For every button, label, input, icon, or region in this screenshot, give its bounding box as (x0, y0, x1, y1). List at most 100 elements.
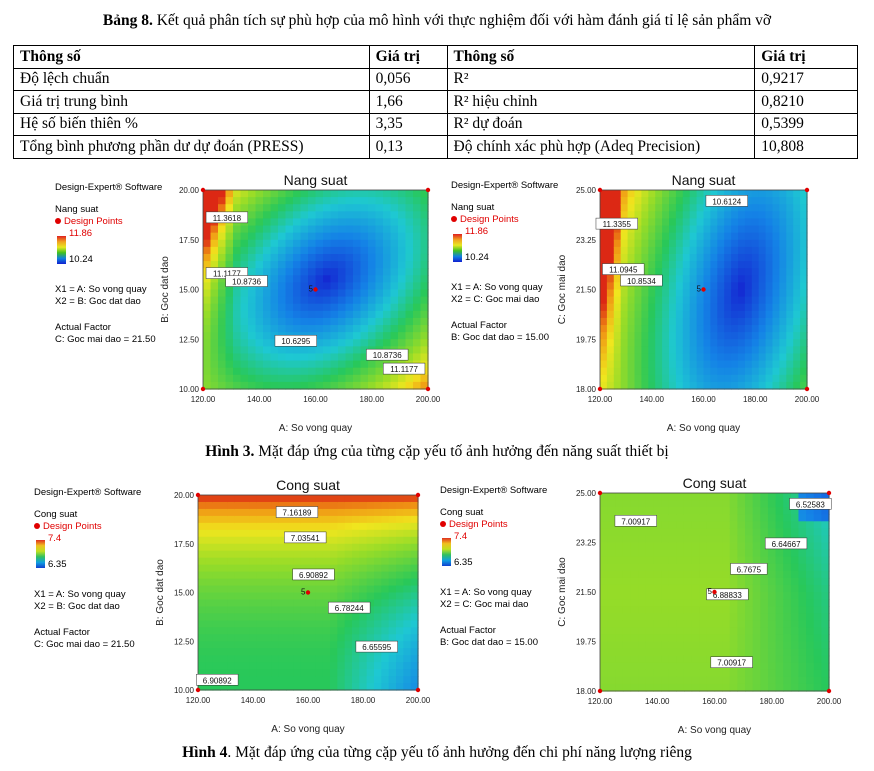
surface-cell (344, 543, 353, 552)
surface-cell (227, 620, 236, 628)
surface-cell (263, 325, 272, 333)
surface-cell (240, 303, 249, 312)
surface-cell (218, 261, 227, 269)
surface-cell (225, 232, 234, 241)
surface-cell (689, 374, 698, 383)
surface-cell (344, 669, 353, 677)
surface-cell (724, 246, 732, 255)
surface-cell (374, 683, 382, 691)
surface-cell (374, 515, 382, 524)
surface-cell (242, 676, 250, 684)
surface-cell (360, 360, 369, 369)
surface-cell (366, 655, 375, 663)
surface-cell (717, 275, 725, 283)
surface-cell (714, 563, 723, 572)
surface-cell (205, 515, 214, 524)
surface-cell (233, 374, 242, 383)
contour-label-box (205, 211, 249, 224)
surface-cell (751, 339, 760, 347)
surface-cell (767, 634, 777, 643)
surface-cell (634, 310, 642, 319)
surface-cell (233, 381, 242, 390)
surface-cell (600, 367, 608, 376)
surface-cell (653, 535, 662, 544)
surface-cell (338, 275, 347, 283)
surface-cell (793, 204, 801, 212)
surface-cell (218, 317, 227, 326)
surface-cell (203, 325, 212, 333)
contour-label-text: 7.16189 (283, 509, 312, 518)
surface-cell (255, 261, 264, 269)
header-cell: Giá trị (368, 45, 448, 69)
surface-cell (772, 197, 780, 205)
surface-cell (600, 570, 609, 579)
contour-label-text: 11.3355 (603, 220, 632, 229)
surface-cell (676, 528, 685, 537)
surface-cell (227, 501, 236, 510)
surface-cell (360, 289, 369, 298)
surface-cell (641, 211, 649, 220)
surface-cell (249, 648, 258, 656)
surface-cell (352, 557, 360, 566)
surface-cell (627, 317, 636, 326)
surface-cell (375, 282, 384, 291)
surface-cell (205, 683, 214, 691)
surface-cell (271, 676, 280, 684)
surface-cell (800, 232, 808, 241)
y-axis-label: C: Goc mai dao (557, 557, 568, 627)
surface-cell (300, 381, 309, 390)
y-tick-label: 17.50 (174, 540, 195, 549)
surface-cell (793, 296, 801, 305)
surface-cell (398, 225, 407, 234)
surface-cell (710, 246, 718, 255)
surface-cell (683, 535, 693, 544)
surface-cell (765, 303, 774, 312)
surface-cell (205, 571, 214, 580)
surface-cell (293, 515, 302, 524)
surface-cell (722, 676, 731, 685)
surface-cell (278, 261, 287, 269)
surface-cell (627, 346, 636, 355)
surface-cell (255, 303, 264, 312)
surface-cell (798, 514, 807, 522)
surface-cell (368, 367, 377, 376)
surface-cell (315, 325, 324, 333)
surface-cell (724, 325, 732, 333)
surface-cell (714, 627, 723, 636)
surface-cell (410, 676, 419, 684)
surface-cell (344, 501, 353, 510)
surface-cell (286, 641, 294, 649)
surface-cell (800, 367, 808, 376)
surface-cell (683, 641, 693, 650)
surface-cell (388, 606, 397, 614)
surface-cell (323, 211, 332, 220)
surface-cell (689, 360, 698, 369)
surface-cell (641, 253, 649, 262)
surface-cell (308, 268, 317, 276)
surface-cell (249, 529, 258, 538)
surface-cell (413, 218, 422, 227)
surface-cell (308, 374, 317, 383)
surface-cell (615, 613, 624, 621)
surface-cell (691, 627, 700, 636)
surface-cell (668, 577, 677, 586)
surface-cell (293, 495, 302, 503)
surface-cell (242, 495, 250, 503)
surface-cell (751, 367, 760, 376)
surface-cell (233, 289, 242, 298)
surface-cell (613, 197, 622, 205)
surface-cell (293, 346, 302, 355)
surface-cell (800, 261, 808, 269)
surface-cell (767, 584, 777, 593)
surface-cell (821, 627, 830, 636)
surface-cell (772, 253, 780, 262)
surface-cell (300, 253, 309, 262)
plot-title: Cong suat (276, 477, 340, 493)
surface-cell (655, 190, 663, 198)
surface-cell (738, 268, 746, 276)
surface-cell (783, 599, 792, 607)
surface-cell (779, 303, 787, 312)
surface-cell (383, 381, 392, 390)
contour-label-box (355, 640, 398, 653)
surface-cell (345, 261, 354, 269)
